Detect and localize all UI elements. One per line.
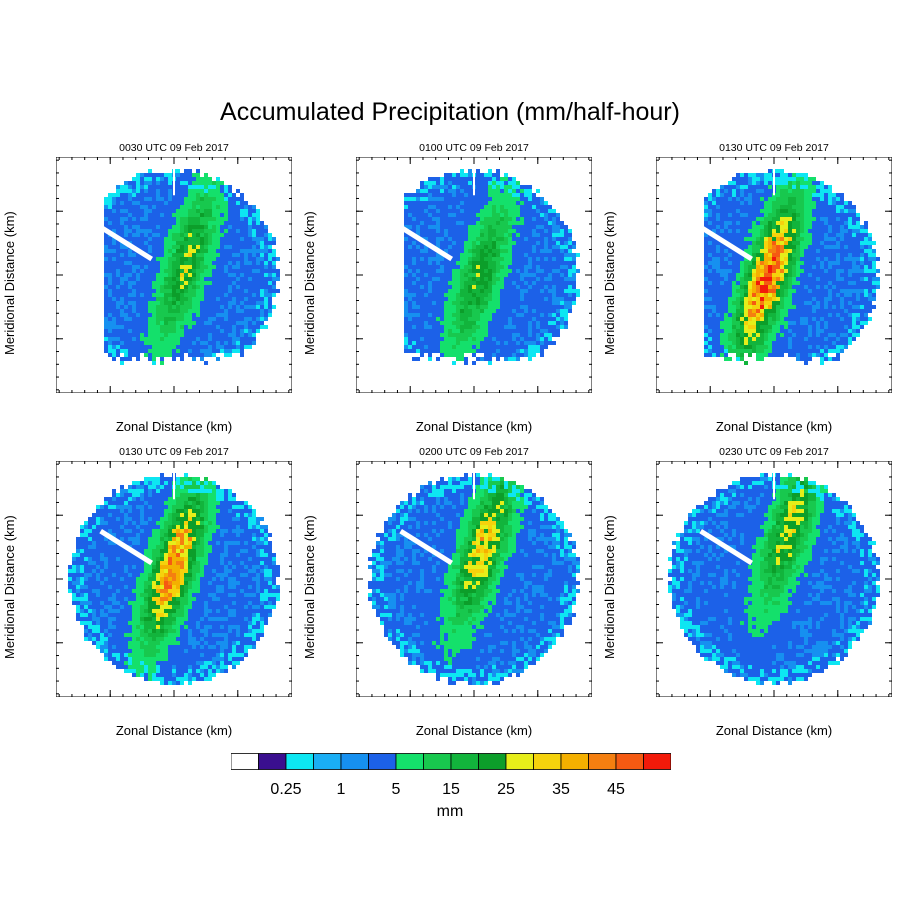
colorbar-bin [478, 753, 507, 770]
colorbar-bin [560, 753, 589, 770]
colorbar-bin [588, 753, 617, 770]
colorbar-label: 15 [442, 781, 460, 798]
colorbar-bin [285, 753, 314, 770]
y-axis-label: Meridional Distance (km) [2, 515, 17, 659]
colorbar-bin [313, 753, 342, 770]
colorbar-bin [368, 753, 397, 770]
colorbar-bin [615, 753, 644, 770]
heatmap-panel-6: -1000100-1000100 [656, 461, 892, 697]
chart-title: Accumulated Precipitation (mm/half-hour) [220, 98, 680, 126]
blocked-beam [699, 529, 754, 566]
y-axis-label: Meridional Distance (km) [302, 211, 317, 355]
precip-field-1 [104, 169, 280, 365]
colorbar-label: 25 [497, 781, 515, 798]
colorbar-label: 35 [552, 781, 570, 798]
blocked-beam [399, 225, 454, 262]
x-axis-label: Zonal Distance (km) [715, 723, 833, 738]
blocked-beam [99, 225, 154, 262]
x-axis-label: Zonal Distance (km) [715, 419, 833, 434]
colorbar [231, 753, 671, 770]
colorbar-label: 45 [607, 781, 625, 798]
panel-time-label: 0130 UTC 09 Feb 2017 [119, 446, 229, 458]
heatmap-panel-5: -1000100-1000100 [356, 461, 592, 697]
blocked-beam [699, 225, 754, 262]
colorbar-unit: mm [436, 803, 464, 820]
x-axis-label: Zonal Distance (km) [415, 419, 533, 434]
x-axis-label: Zonal Distance (km) [115, 419, 233, 434]
colorbar-bin [505, 753, 534, 770]
heatmap-panel-3: -1000100-1000100 [656, 157, 892, 393]
y-axis-label: Meridional Distance (km) [302, 515, 317, 659]
colorbar-bin [340, 753, 369, 770]
blocked-beam [399, 529, 454, 566]
panel-time-label: 0130 UTC 09 Feb 2017 [719, 142, 829, 154]
colorbar-bin [533, 753, 562, 770]
y-axis-label: Meridional Distance (km) [602, 515, 617, 659]
colorbar-bin [231, 753, 259, 770]
colorbar-bin [643, 753, 671, 770]
heatmap-panel-4: -1000100-1000100 [56, 461, 292, 697]
y-axis-label: Meridional Distance (km) [602, 211, 617, 355]
x-axis-label: Zonal Distance (km) [115, 723, 233, 738]
blocked-beam [99, 529, 154, 566]
colorbar-bin [423, 753, 452, 770]
panel-time-label: 0100 UTC 09 Feb 2017 [419, 142, 529, 154]
panel-time-label: 0230 UTC 09 Feb 2017 [719, 446, 829, 458]
y-axis-label: Meridional Distance (km) [2, 211, 17, 355]
precip-field-4 [68, 473, 280, 685]
panel-time-label: 0030 UTC 09 Feb 2017 [119, 142, 229, 154]
heatmap-panel-2: -1000100-1000100 [356, 157, 592, 393]
precip-field-3 [704, 169, 880, 365]
precip-field-5 [368, 473, 580, 685]
precip-field-6 [668, 473, 880, 685]
colorbar-bin [258, 753, 287, 770]
colorbar-bin [395, 753, 424, 770]
x-axis-label: Zonal Distance (km) [415, 723, 533, 738]
colorbar-bin [450, 753, 479, 770]
panel-time-label: 0200 UTC 09 Feb 2017 [419, 446, 529, 458]
precip-field-2 [404, 169, 580, 365]
heatmap-panel-1: -1000100-1000100 [56, 157, 292, 393]
colorbar-label: 1 [336, 781, 346, 798]
colorbar-label: 5 [391, 781, 401, 798]
colorbar-label: 0.25 [270, 781, 302, 798]
